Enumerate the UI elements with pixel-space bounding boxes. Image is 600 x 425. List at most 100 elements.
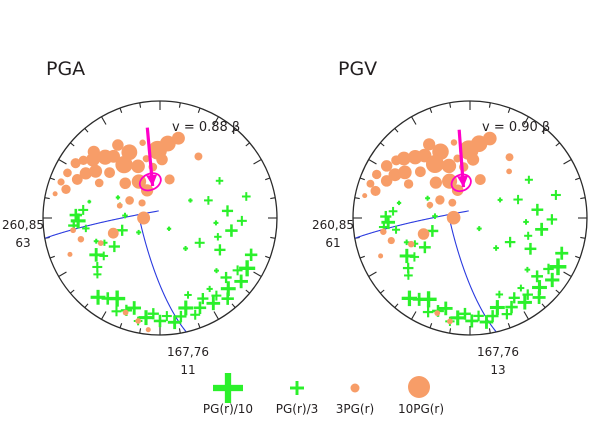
tick-mark (253, 159, 262, 165)
cross-bar-vertical (386, 215, 390, 230)
cross-bar-vertical (116, 195, 119, 200)
tick-mark (575, 177, 581, 181)
cross-bar-vertical (382, 222, 385, 233)
data-point-cross (380, 210, 392, 223)
tick-mark (139, 328, 142, 334)
data-point-cross (82, 224, 90, 233)
cross-bar-vertical (426, 195, 429, 201)
velocity-label-pgv: v = 0.90 β (482, 120, 550, 135)
cross-bar-vertical (527, 231, 530, 240)
data-point-cross (404, 271, 413, 280)
cross-bar-vertical (470, 314, 474, 328)
cross-bar-vertical (499, 197, 502, 203)
panel-title-pga: PGA (46, 58, 85, 80)
data-point-cross (211, 290, 222, 301)
data-point-cross (127, 301, 142, 315)
data-point-cross (153, 314, 167, 328)
data-point-dot (137, 211, 151, 225)
legend-label-3: 10PG(r) (398, 402, 444, 416)
tick-mark (563, 271, 572, 277)
cross-bar-vertical (517, 194, 520, 205)
data-point-cross (495, 290, 504, 299)
data-point-dot (506, 168, 512, 175)
data-point-cross (220, 271, 232, 284)
legend-symbol-dot (408, 376, 430, 398)
data-point-cross (138, 310, 154, 326)
cross-bar-vertical (560, 246, 564, 260)
cross-bar-vertical (158, 314, 162, 328)
data-point-cross (497, 197, 503, 203)
data-point-dot (107, 149, 121, 163)
data-point-cross (213, 220, 219, 226)
tick-mark (101, 116, 107, 125)
data-point-dot (387, 236, 395, 245)
data-point-cross (524, 231, 533, 240)
tick-mark (49, 177, 55, 181)
data-point-cross (517, 295, 532, 310)
tick-mark (429, 107, 433, 113)
data-point-cross (517, 284, 525, 292)
data-point-dot (142, 155, 150, 163)
data-point-cross (206, 285, 213, 293)
data-point-dot (448, 198, 457, 207)
data-point-cross (239, 260, 256, 277)
legend-layer: PG(r)/10 PG(r)/3 3PG(r) 10PG(r) (203, 373, 444, 416)
data-point-cross (183, 245, 189, 251)
data-point-dot (366, 179, 375, 188)
left-axis-label-line2-pgv: 61 (325, 236, 340, 250)
data-point-cross (115, 195, 121, 200)
data-point-cross (409, 252, 420, 262)
data-point-cross (531, 270, 543, 283)
tick-mark (58, 271, 67, 277)
data-point-cross (401, 290, 418, 307)
data-point-cross (420, 291, 437, 308)
tick-mark (380, 142, 385, 147)
data-point-dot (417, 228, 430, 240)
cross-bar-vertical (226, 205, 229, 217)
data-point-dot (372, 169, 382, 180)
cross-bar-vertical (132, 301, 136, 315)
data-point-dot (107, 227, 119, 239)
data-point-cross (184, 291, 192, 299)
cross-bar-vertical (72, 219, 75, 232)
cross-bar-vertical (407, 262, 410, 274)
cross-bar-vertical (398, 200, 401, 206)
cross-bar-vertical (76, 213, 80, 229)
tick-mark (555, 289, 560, 294)
cross-bar-vertical (123, 212, 126, 219)
data-point-cross (381, 215, 396, 230)
data-point-cross (87, 199, 92, 204)
bottom-axis-label-line2-pga: 11 (180, 363, 195, 377)
data-point-cross (214, 244, 226, 256)
data-point-dot (139, 139, 146, 146)
cross-bar-vertical (554, 190, 557, 200)
slip-uncertainty-ellipse (138, 172, 162, 192)
tick-mark (449, 328, 452, 334)
data-point-dot (435, 195, 445, 205)
cross-bar-vertical (295, 381, 299, 395)
legend-item-3: 10PG(r) (398, 376, 444, 416)
cross-bar-vertical (405, 248, 409, 264)
data-point-cross (93, 238, 99, 244)
data-point-cross (524, 242, 537, 255)
data-point-cross (501, 308, 513, 320)
bottom-axis-label-line2-pgv: 13 (490, 363, 505, 377)
data-point-cross (92, 262, 103, 272)
cross-bar-vertical (115, 306, 118, 317)
data-point-dot (403, 179, 414, 189)
data-point-dot (447, 318, 453, 325)
data-point-dot (466, 153, 480, 166)
slip-uncertainty-ellipse (450, 173, 472, 193)
data-point-cross (147, 308, 159, 320)
cross-bar-vertical (495, 300, 499, 315)
data-point-dot (453, 154, 462, 163)
tick-mark (411, 311, 417, 320)
data-point-cross (402, 262, 414, 274)
cross-bar-vertical (249, 248, 253, 262)
data-point-cross (476, 226, 482, 232)
data-point-cross (213, 268, 219, 274)
cross-bar-vertical (198, 237, 201, 248)
tick-mark (265, 177, 271, 181)
data-point-cross (68, 219, 80, 232)
data-point-dot (380, 160, 393, 172)
